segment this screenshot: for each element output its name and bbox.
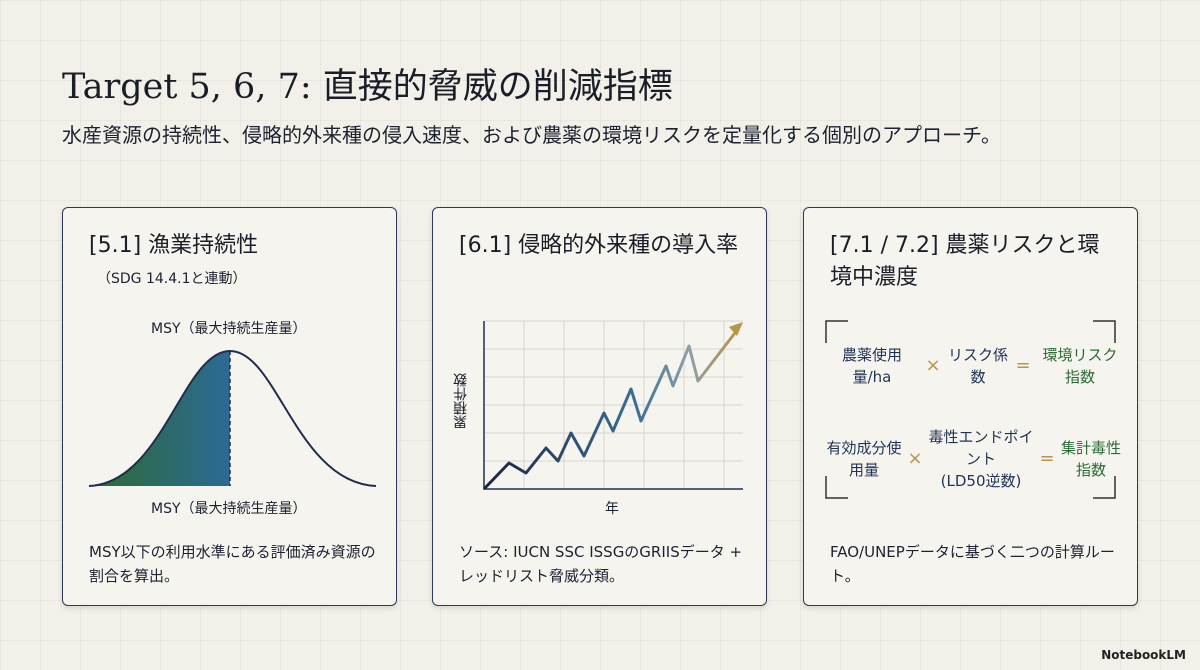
- title: Target 5, 6, 7: 直接的脅威の削減指標: [62, 67, 673, 107]
- formula: 有効成分使用量 × 毒性エンドポイント (LD50逆数) = 集計毒性指数: [824, 426, 1124, 492]
- area: [89, 351, 230, 486]
- card: [6.1] 侵略的外来種の導入率 累積件数 年 ソース: IUCN SSC IS…: [432, 207, 767, 606]
- card: [5.1] 漁業持続性 （SDG 14.4.1と連動） MSY（最大持続生産量）…: [62, 207, 397, 606]
- description: FAO/UNEPデータに基づく二つの計算ルート。: [830, 543, 1115, 585]
- arrow-head: [729, 322, 743, 336]
- card-title: [5.1] 漁業持続性: [89, 233, 259, 258]
- term: 毒性エンドポイント (LD50逆数): [926, 426, 1036, 492]
- card-title: [6.1] 侵略的外来種の導入率: [459, 233, 739, 258]
- operator: =: [1039, 448, 1055, 469]
- grid: [484, 320, 743, 489]
- note: （SDG 14.4.1と連動）: [97, 271, 247, 287]
- description: MSY以下の利用水準にある評価済み資源の割合を算出。: [89, 543, 376, 585]
- card: [7.1 / 7.2] 農薬リスクと環境中濃度 農薬使用量/ha × リスク係数…: [803, 207, 1138, 606]
- growth-chart: [482, 320, 743, 491]
- result: 集計毒性指数: [1060, 439, 1121, 479]
- description: ソース: IUCN SSC ISSGのGRIISデータ + レッドリスト脅威分類…: [459, 543, 743, 585]
- curve: [88, 349, 377, 487]
- term-text: 毒性エンドポイント: [928, 428, 1034, 468]
- card-title: [7.1 / 7.2] 農薬リスクと環境中濃度: [830, 233, 1100, 290]
- label: MSY（最大持続生産量）: [151, 501, 307, 517]
- term: 有効成分使用量: [826, 439, 902, 479]
- subtitle: 水産資源の持続性、侵略的外来種の侵入速度、および農薬の環境リスクを定量化する個別…: [62, 123, 1001, 147]
- brand: NotebookLM: [1101, 648, 1186, 662]
- term: リスク係数: [947, 346, 1008, 386]
- operator: ×: [907, 448, 923, 469]
- operator: =: [1015, 355, 1031, 376]
- term: 農薬使用量/ha: [841, 346, 902, 386]
- term-sub: (LD50逆数): [940, 472, 1022, 490]
- trend-line: [482, 328, 740, 491]
- operator: ×: [925, 355, 941, 376]
- label: MSY（最大持続生産量）: [151, 321, 307, 337]
- bell-curve: [88, 349, 377, 487]
- x-axis-label: 年: [605, 501, 619, 517]
- y-axis-label: 累積件数: [453, 373, 469, 429]
- result: 環境リスク指数: [1042, 346, 1118, 386]
- formula: 農薬使用量/ha × リスク係数 = 環境リスク指数: [824, 344, 1124, 388]
- brackets: [825, 320, 1116, 499]
